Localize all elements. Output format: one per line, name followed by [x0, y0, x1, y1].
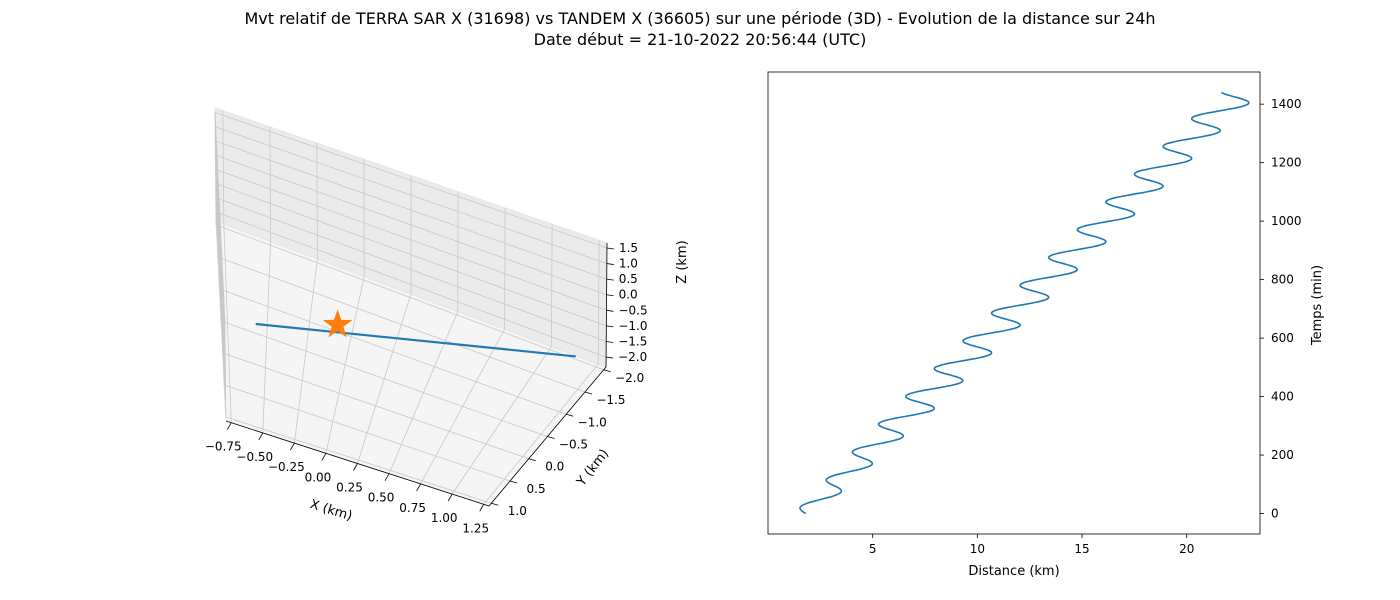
x-tick-label: 0.00 — [305, 470, 332, 484]
grid-line-z — [214, 126, 607, 337]
x-tick-label: −0.50 — [236, 450, 273, 464]
grid-line-y-floor — [219, 288, 567, 415]
z-tick-label: 1.5 — [619, 241, 638, 255]
y-tick-label: −1.5 — [596, 393, 625, 407]
z-tick — [606, 341, 614, 343]
plot-distance-vs-time: 5 10 15 200200400600800100012001400Distance… — [767, 71, 1325, 579]
grid-line-z — [215, 197, 607, 401]
y-tick-label: 0 — [1271, 507, 1279, 521]
x-tick — [321, 453, 327, 461]
y-tick-label: −2.0 — [615, 371, 644, 385]
x-tick-label: 0.75 — [399, 501, 426, 515]
figure-title-line-1: Mvt relatif de TERRA SAR X (31698) vs TA… — [244, 9, 1156, 28]
y-tick-label: −0.5 — [559, 438, 588, 452]
z-tick — [606, 247, 615, 250]
grid-line-y-floor — [225, 416, 492, 504]
z-axis-label: Z (km) — [675, 240, 690, 283]
z-tick-label: 1.0 — [619, 257, 638, 271]
y-tick — [603, 369, 611, 373]
y-tick — [528, 458, 536, 462]
y-tick-label: 800 — [1271, 273, 1294, 287]
y-tick-label: 600 — [1271, 331, 1294, 345]
y-tick — [491, 502, 499, 506]
z-tick — [606, 356, 614, 359]
y-tick — [566, 413, 574, 417]
grid-line-z — [215, 168, 607, 375]
y-tick-label: 1200 — [1271, 156, 1302, 170]
x-tick-label: 0.25 — [336, 481, 363, 495]
trajectory-line — [255, 322, 576, 358]
z-tick-label: −0.5 — [618, 303, 647, 317]
x-tick-label: −0.25 — [268, 460, 305, 474]
x-tick-label: 0.50 — [368, 491, 395, 505]
grid-line-y-floor — [222, 352, 529, 460]
y-axis-label: Y (km) — [574, 447, 613, 490]
z-tick — [606, 263, 614, 265]
x-tick — [416, 483, 421, 492]
z-tick-label: −1.5 — [618, 334, 647, 348]
plot-3d-trajectory: −0.75−0.50−0.250.00 0.25 0.50 0.75 1.00 1.25 −… — [205, 107, 690, 535]
grid-line-z — [214, 154, 607, 363]
y-tick-label: 1.0 — [508, 504, 527, 518]
x-tick-label: 1.25 — [462, 521, 489, 535]
grid-line-z — [214, 140, 607, 350]
y-tick-label: 1000 — [1271, 214, 1302, 228]
x-tick — [258, 432, 264, 441]
x-tick-label: 20 — [1179, 542, 1194, 556]
z-tick-label: 0.5 — [619, 272, 638, 286]
x-tick — [353, 463, 358, 471]
grid-line-z — [214, 111, 608, 325]
y-tick — [509, 480, 518, 484]
x-tick — [290, 442, 295, 451]
x-tick — [384, 473, 390, 481]
grid-line-y-floor — [224, 384, 511, 482]
x-tick — [479, 504, 485, 512]
x-tick-label: 15 — [1074, 542, 1089, 556]
z-tick — [606, 278, 614, 281]
z-tick-label: −2.0 — [618, 350, 647, 364]
x-tick-label: 10 — [970, 542, 985, 556]
x-tick-label: −0.75 — [205, 440, 242, 454]
y-tick — [584, 391, 593, 395]
grid-line-y-floor — [216, 224, 604, 371]
grid-line-y-floor — [217, 256, 586, 393]
y-tick-label: 1400 — [1271, 97, 1302, 111]
plot-frame — [767, 71, 1261, 535]
z-tick-label: 0.0 — [619, 288, 638, 302]
z-tick — [606, 325, 614, 328]
figure-title-line-2: Date début = 21-10-2022 20:56:44 (UTC) — [533, 30, 867, 49]
y-tick — [547, 436, 555, 439]
grid-line-z — [215, 182, 607, 388]
x-axis-label: Distance (km) — [968, 564, 1059, 579]
x-tick — [226, 422, 232, 430]
z-tick — [606, 294, 614, 297]
origin-star-marker — [322, 309, 353, 338]
x-axis-label: X (km) — [308, 497, 354, 524]
y-tick-label: 0.5 — [527, 482, 546, 496]
z-tick — [606, 309, 614, 312]
y-tick-label: 200 — [1271, 448, 1294, 462]
y-tick-label: −1.0 — [578, 415, 607, 429]
grid-line-y-floor — [220, 320, 548, 437]
distance-series-line — [799, 91, 1250, 515]
y-tick-label: 0.0 — [545, 460, 564, 474]
y-axis-label: Temps (min) — [1310, 265, 1325, 346]
y-tick-label: 400 — [1271, 390, 1294, 404]
z-tick-label: −1.0 — [618, 319, 647, 333]
x-tick-label: 5 — [869, 542, 877, 556]
x-tick-label: 1.00 — [431, 511, 458, 525]
x-tick — [447, 493, 453, 502]
grid-line-z — [215, 211, 607, 413]
